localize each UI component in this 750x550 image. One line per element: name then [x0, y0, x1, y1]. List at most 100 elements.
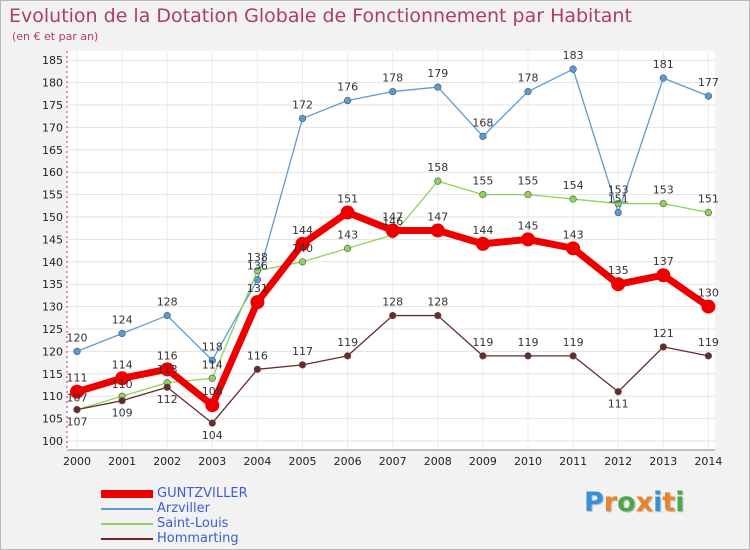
- data-point: [389, 87, 397, 96]
- data-point: [73, 347, 81, 356]
- data-label: 172: [292, 98, 313, 111]
- data-label: 109: [112, 407, 133, 420]
- data-label: 107: [67, 392, 88, 405]
- y-tick-label: 160: [42, 166, 63, 179]
- data-label: 154: [563, 179, 584, 192]
- y-tick-label: 170: [42, 121, 63, 134]
- y-tick-label: 110: [42, 390, 63, 403]
- data-label: 119: [563, 336, 584, 349]
- brand-letter: i: [675, 487, 685, 518]
- data-label: 131: [247, 282, 268, 295]
- data-point: [118, 397, 126, 405]
- data-point: [614, 199, 622, 208]
- data-label: 117: [292, 345, 313, 358]
- data-label: 151: [337, 193, 358, 206]
- data-label: 155: [518, 175, 539, 188]
- data-point: [344, 244, 352, 252]
- data-point: [73, 406, 81, 414]
- data-point: [434, 83, 442, 91]
- data-label: 155: [472, 175, 493, 188]
- data-label: 110: [112, 378, 133, 391]
- legend-swatch: [101, 523, 153, 525]
- data-point: [659, 199, 667, 208]
- brand-letter: i: [653, 487, 663, 518]
- data-point: [340, 205, 355, 220]
- x-tick-label: 2000: [63, 455, 91, 468]
- data-point: [344, 96, 352, 105]
- x-tick-label: 2003: [198, 455, 226, 468]
- data-label: 144: [292, 224, 313, 237]
- data-label: 136: [247, 260, 268, 273]
- data-point: [569, 65, 577, 73]
- data-label: 111: [608, 398, 629, 411]
- x-tick-label: 2012: [604, 455, 632, 468]
- brand-letter: o: [617, 487, 636, 518]
- chart-title: Evolution de la Dotation Globale de Fonc…: [9, 5, 632, 27]
- legend-label: Hommarting: [157, 531, 239, 546]
- data-label: 178: [518, 72, 539, 85]
- legend-label: Saint-Louis: [157, 516, 229, 531]
- data-point: [118, 329, 126, 338]
- y-tick-label: 135: [42, 278, 63, 291]
- y-tick-label: 145: [42, 233, 63, 246]
- data-point: [524, 352, 532, 360]
- data-label: 118: [202, 340, 223, 353]
- data-point: [659, 343, 667, 351]
- data-point: [524, 191, 532, 199]
- brand-logo: Proxiti: [584, 487, 685, 518]
- data-point: [569, 352, 577, 360]
- data-label: 114: [202, 358, 223, 371]
- chart-subtitle: (en € et par an): [12, 30, 99, 43]
- data-label: 108: [202, 385, 223, 398]
- data-label: 140: [292, 242, 313, 255]
- data-point: [298, 114, 307, 123]
- data-point: [659, 74, 667, 82]
- data-label: 137: [653, 255, 674, 268]
- x-tick-label: 2009: [469, 455, 497, 468]
- data-label: 147: [427, 210, 448, 223]
- data-point: [385, 223, 400, 238]
- legend-label: Arzviller: [157, 501, 210, 516]
- data-label: 151: [698, 193, 719, 206]
- data-label: 158: [427, 161, 448, 174]
- data-point: [521, 232, 535, 247]
- data-point: [479, 352, 487, 360]
- data-point: [430, 223, 445, 238]
- data-label: 143: [563, 228, 584, 241]
- data-point: [344, 352, 352, 360]
- y-tick-label: 130: [42, 301, 63, 314]
- data-label: 138: [247, 251, 268, 264]
- data-point: [479, 132, 487, 140]
- data-point: [475, 236, 490, 251]
- legend-label: GUNTZVILLER: [157, 486, 248, 501]
- y-tick-label: 165: [42, 144, 63, 157]
- data-label: 143: [337, 228, 358, 241]
- legend-swatch: [101, 508, 153, 510]
- data-label: 144: [472, 224, 493, 237]
- data-point: [208, 356, 216, 364]
- x-tick-label: 2004: [243, 455, 271, 468]
- data-label: 181: [653, 58, 674, 71]
- data-point: [569, 195, 577, 203]
- data-label: 177: [698, 76, 719, 89]
- data-label: 124: [112, 313, 133, 326]
- data-point: [434, 177, 442, 185]
- data-label: 128: [157, 296, 178, 309]
- brand-letter: x: [635, 487, 654, 518]
- x-tick-label: 2010: [514, 455, 542, 468]
- data-label: 128: [427, 296, 448, 309]
- data-label: 153: [608, 184, 629, 197]
- x-tick-label: 2001: [108, 455, 136, 468]
- data-point: [389, 311, 397, 320]
- y-tick-label: 175: [42, 99, 63, 112]
- data-label: 130: [698, 287, 719, 300]
- data-point: [208, 374, 216, 382]
- y-tick-label: 100: [42, 435, 63, 448]
- data-point: [205, 398, 220, 413]
- data-point: [656, 268, 671, 283]
- data-label: 128: [382, 296, 403, 309]
- data-label: 116: [247, 349, 268, 362]
- data-label: 119: [337, 336, 358, 349]
- x-tick-label: 2002: [153, 455, 181, 468]
